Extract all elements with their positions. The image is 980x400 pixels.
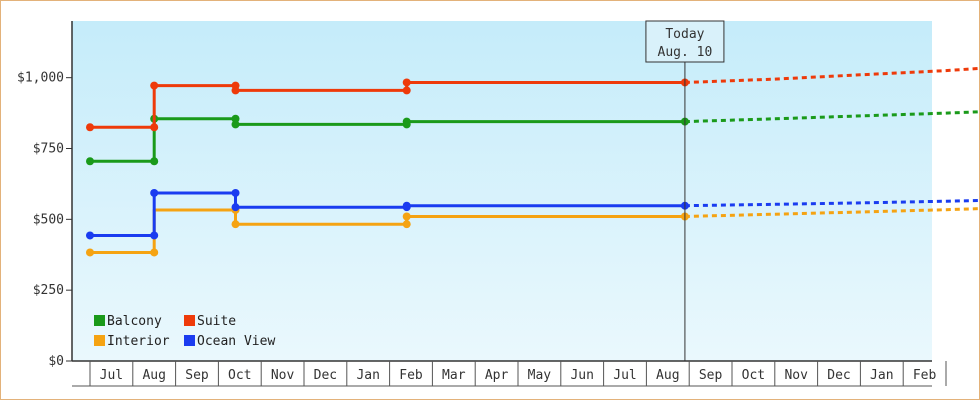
today-date: Aug. 10: [658, 45, 713, 60]
plot-background: [72, 21, 932, 361]
legend-swatch: [184, 315, 195, 326]
x-tick-label: Aug: [656, 368, 679, 383]
data-point: [402, 220, 411, 229]
x-tick-label: Aug: [142, 368, 165, 383]
x-tick-label: Apr: [485, 368, 509, 383]
data-point: [402, 117, 411, 126]
series-forecast-line: [684, 198, 979, 208]
series-ocean-view: [86, 188, 979, 240]
series-forecast-line: [684, 207, 979, 218]
legend-label: Interior: [107, 334, 170, 349]
x-tick-label: Sep: [185, 368, 209, 383]
x-tick-label: Jan: [870, 368, 893, 383]
today-box: [645, 20, 725, 63]
series-interior: [86, 205, 979, 257]
x-axis: Jul Aug Sep Oct Nov Dec Jan Feb Mar Apr May Jun Jul A…: [72, 360, 947, 387]
x-tick-label: Jul: [613, 368, 636, 383]
legend-swatch: [94, 315, 105, 326]
data-point: [402, 201, 411, 210]
data-point: [150, 123, 159, 132]
data-point: [150, 231, 159, 240]
y-axis: $0 $250 $500 $750 $1,000: [17, 21, 73, 369]
x-tick-label: Jan: [356, 368, 379, 383]
data-point: [402, 212, 411, 221]
legend-item: Suite: [184, 314, 236, 329]
data-point: [231, 188, 240, 197]
series-forecast-line: [684, 110, 979, 124]
x-tick-label: May: [528, 368, 552, 383]
y-tick-label: $0: [48, 354, 64, 369]
legend-label: Ocean View: [197, 334, 275, 349]
y-tick-label: $1,000: [17, 71, 64, 86]
legend: Balcony Suite Interior Ocean View: [94, 314, 275, 349]
x-tick-label: Feb: [913, 368, 937, 383]
legend-item: Interior: [94, 334, 170, 349]
data-point: [231, 220, 240, 229]
series-balcony: [86, 110, 979, 166]
x-tick-label: Nov: [784, 368, 808, 383]
data-point: [402, 78, 411, 87]
y-tick-label: $500: [33, 212, 64, 227]
y-tick-label: $250: [33, 283, 64, 298]
x-tick-label: Dec: [827, 368, 850, 383]
data-point: [402, 86, 411, 95]
legend-swatch: [184, 335, 195, 346]
series-suite: [86, 66, 979, 132]
today-marker: Today Aug. 10: [645, 20, 725, 361]
data-point: [150, 248, 159, 257]
series-layer: [86, 66, 979, 257]
x-tick-label: Jun: [570, 368, 593, 383]
data-point: [86, 231, 94, 240]
legend-item: Ocean View: [184, 334, 275, 349]
legend-label: Balcony: [107, 314, 162, 329]
x-tick-label: Sep: [699, 368, 723, 383]
x-tick-label: Oct: [228, 368, 251, 383]
data-point: [86, 248, 94, 257]
data-point: [150, 157, 159, 166]
x-tick-label: Feb: [399, 368, 423, 383]
x-tick-label: Mar: [442, 368, 466, 383]
legend-label: Suite: [197, 314, 236, 329]
data-point: [231, 114, 240, 123]
legend-item: Balcony: [94, 314, 162, 329]
data-point: [150, 81, 159, 90]
series-forecast-line: [684, 66, 979, 84]
x-tick-label: Oct: [742, 368, 765, 383]
y-tick-label: $750: [33, 142, 64, 157]
x-tick-label: Dec: [314, 368, 337, 383]
today-label: Today: [665, 27, 704, 42]
data-point: [86, 123, 94, 132]
x-tick-label: Jul: [100, 368, 123, 383]
data-point: [150, 188, 159, 197]
data-point: [231, 203, 240, 212]
data-point: [231, 86, 240, 95]
legend-swatch: [94, 335, 105, 346]
data-point: [86, 157, 94, 166]
x-tick-label: Nov: [271, 368, 295, 383]
data-point: [231, 120, 240, 129]
